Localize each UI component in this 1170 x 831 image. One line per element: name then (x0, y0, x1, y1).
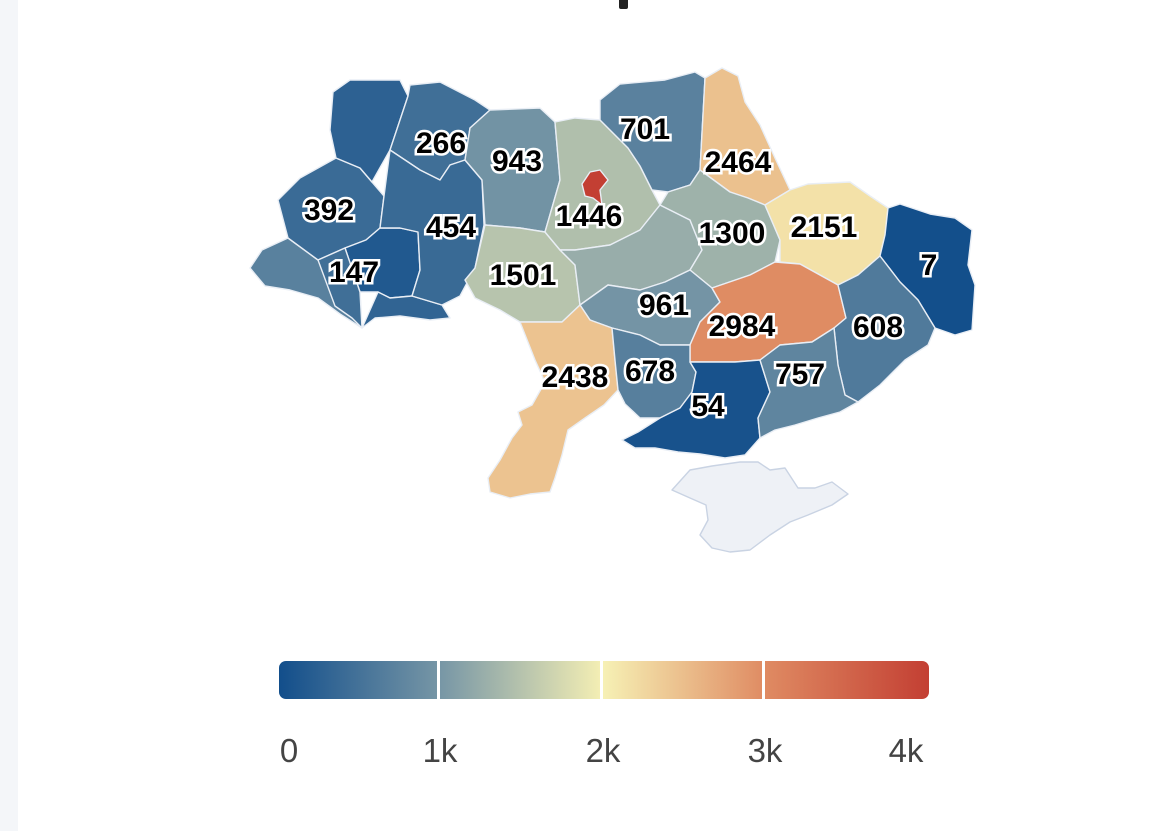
legend-divider-3k (762, 661, 765, 699)
legend-divider-2k (600, 661, 603, 699)
regions-layer (249, 67, 976, 553)
region-label-kyiv-oblast: 1446 (556, 200, 623, 233)
region-label-kirovohrad: 961 (639, 289, 689, 322)
region-label-ternopil: 147 (329, 256, 379, 289)
legend-tick-3k: 3k (747, 732, 783, 769)
region-label-dnipropetrovsk: 2984 (709, 310, 776, 343)
region-label-vinnytsia: 1501 (490, 259, 557, 292)
region-zaporizhzhia[interactable] (757, 327, 859, 439)
legend-tick-1k: 1k (422, 732, 458, 769)
legend-tick-2k: 2k (585, 732, 621, 769)
region-label-zaporizhzhia: 757 (775, 358, 825, 391)
legend-tick-0: 0 (279, 732, 299, 769)
legend-divider-1k (437, 661, 440, 699)
color-scale-legend (279, 661, 929, 699)
region-label-donetsk: 608 (853, 311, 903, 344)
region-label-zhytomyr: 943 (492, 145, 542, 178)
region-crimea (671, 461, 849, 553)
region-label-rivne: 454 (426, 211, 476, 244)
region-label-volyn: 266 (416, 127, 466, 160)
region-odesa[interactable] (487, 304, 619, 499)
region-label-luhansk: 7 (921, 249, 938, 282)
region-label-kharkiv: 2151 (791, 211, 858, 244)
region-kyiv-city[interactable] (581, 169, 609, 206)
labels-layer: 266 454 392 147 943 1446 701 2464 1501 1… (301, 110, 939, 425)
region-label-poltava: 1300 (699, 217, 766, 250)
region-kherson[interactable] (621, 359, 771, 459)
region-label-mykolaiv: 678 (625, 355, 675, 388)
title-fragment (619, 0, 628, 9)
region-label-sumy: 2464 (705, 146, 772, 179)
region-label-odesa: 2438 (542, 361, 609, 394)
region-label-chernihiv: 701 (620, 113, 670, 146)
region-label-lviv: 392 (304, 194, 354, 227)
legend-tick-4k: 4k (888, 732, 924, 769)
region-volyn[interactable] (329, 79, 409, 183)
region-label-kherson: 54 (691, 390, 725, 423)
